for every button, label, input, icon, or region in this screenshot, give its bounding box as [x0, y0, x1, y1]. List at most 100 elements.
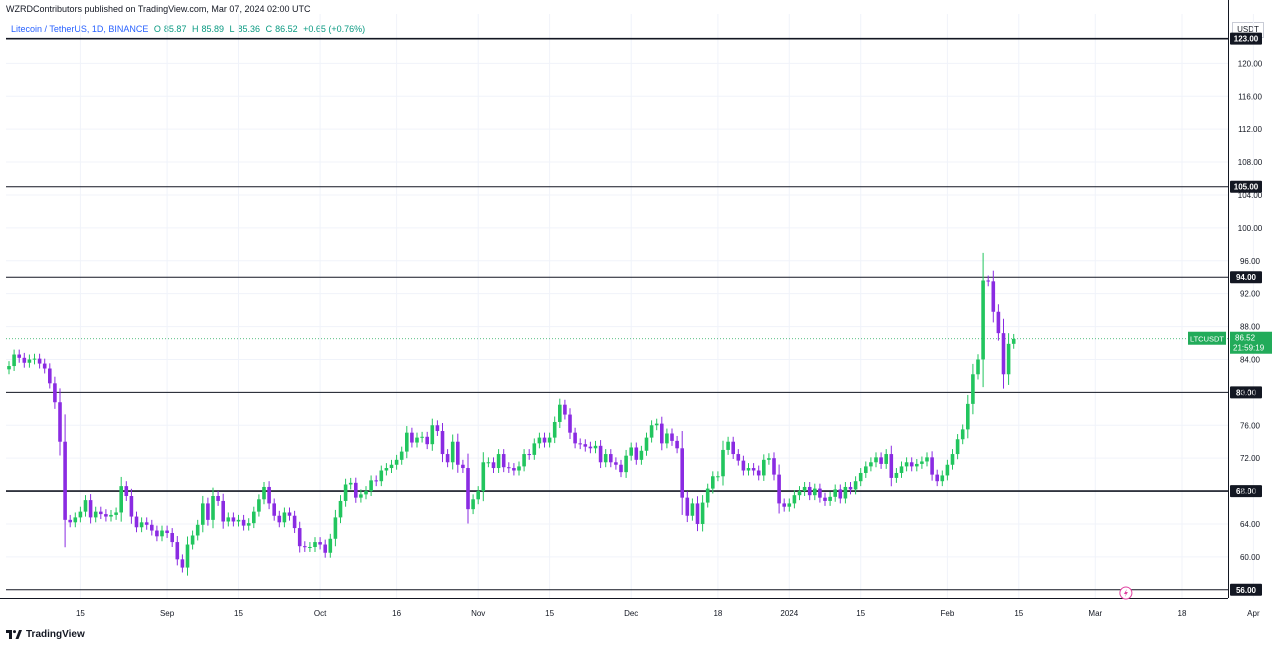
candle-body — [665, 433, 669, 444]
candle-body — [150, 524, 154, 531]
candle-body — [17, 354, 21, 358]
candle-body — [73, 517, 78, 523]
candle-body — [348, 482, 353, 485]
candle-body — [833, 489, 837, 497]
candle-body — [466, 468, 470, 510]
candle-body — [853, 481, 858, 490]
candle-body — [966, 403, 970, 430]
y-tick-label: 100.00 — [1238, 224, 1263, 233]
candle-body — [909, 462, 914, 467]
x-tick-label: 15 — [1014, 609, 1023, 618]
x-tick-label: Apr — [1247, 609, 1260, 618]
candle-body — [1011, 338, 1016, 344]
candle-body — [78, 511, 83, 518]
x-tick-label: 18 — [713, 609, 722, 618]
last-price-label: 86.52 — [1235, 334, 1256, 343]
axis-labels: 60.00 64.00 68.00 72.00 76.00 80.00 84.00 88.00… — [76, 59, 1263, 618]
candle-body — [700, 502, 705, 524]
footer-brand[interactable]: TradingView — [26, 629, 85, 640]
y-tick-label: 84.00 — [1240, 355, 1261, 364]
candle-body — [767, 458, 771, 460]
candle-body — [139, 522, 144, 528]
candle-body — [246, 523, 251, 526]
candle-body — [211, 496, 215, 520]
candle-body — [231, 517, 236, 522]
candle-body — [119, 486, 123, 513]
level-tag — [1230, 271, 1262, 284]
candle-body — [660, 423, 664, 444]
candle-body — [649, 425, 654, 438]
candle-body — [333, 517, 338, 539]
candle-body — [471, 499, 475, 510]
candle-body — [501, 454, 506, 468]
candle-body — [297, 528, 302, 547]
candle-body — [644, 437, 649, 451]
candle-body — [461, 464, 465, 469]
candle-body — [216, 496, 220, 501]
candle-body — [619, 464, 623, 473]
candle-body — [889, 454, 894, 478]
candle-body — [756, 470, 761, 476]
candle-body — [445, 454, 450, 463]
candle-body — [7, 366, 11, 370]
candles — [7, 252, 1016, 576]
candle-body — [114, 512, 118, 515]
x-tick-label: Nov — [471, 609, 485, 618]
candle-body — [537, 437, 542, 444]
y-tick-label: 108.00 — [1238, 158, 1263, 167]
candle-body — [170, 533, 174, 543]
candle-body — [364, 491, 368, 495]
y-tick-label: 76.00 — [1240, 421, 1261, 430]
candle-body — [624, 455, 628, 473]
candle-body — [262, 486, 266, 500]
candle-body — [201, 503, 205, 525]
candle-body — [379, 470, 384, 482]
y-tick-label: 88.00 — [1240, 323, 1261, 332]
tradingview-logo-icon[interactable] — [6, 630, 22, 639]
candle-body — [399, 451, 404, 460]
candle-body — [206, 503, 210, 520]
candle-body — [782, 503, 786, 507]
candle-body — [787, 503, 792, 507]
candle-body — [144, 522, 149, 525]
candle-body — [63, 441, 67, 520]
candle-body — [670, 433, 674, 441]
candle-body — [598, 445, 603, 463]
candle-body — [292, 515, 297, 529]
candle-body — [267, 486, 271, 504]
y-tick-label: 80.00 — [1240, 388, 1261, 397]
candle-body — [981, 280, 985, 360]
candle-body — [802, 486, 807, 492]
level-tag-label: 68.00 — [1236, 487, 1257, 496]
symbol-title[interactable]: Litecoin / TetherUS, 1D, BINANCE — [11, 24, 149, 34]
x-tick-label: Dec — [624, 609, 638, 618]
candle-body — [313, 542, 317, 548]
candle-body — [736, 454, 741, 461]
level-tag — [1230, 32, 1262, 45]
candle-body — [257, 499, 261, 512]
candle-body — [155, 530, 159, 537]
symbol-legend: Litecoin / TetherUS, 1D, BINANCE O 85.87 … — [11, 24, 368, 34]
candle-body — [328, 538, 333, 553]
candle-body — [456, 441, 460, 465]
low-key: L — [229, 24, 235, 34]
candle-body — [552, 421, 557, 438]
candle-body — [869, 462, 873, 467]
candle-body — [741, 460, 746, 471]
lightning-icon[interactable] — [1119, 586, 1133, 600]
candle-body — [1006, 343, 1011, 375]
candle-body — [22, 357, 27, 363]
candle-body — [711, 476, 715, 489]
x-tick-label: Mar — [1088, 609, 1102, 618]
horizontal-levels: 123.00 105.00 94.00 80.00 68.00 56.00 LTCUSDT 8… — [6, 32, 1272, 596]
candle-body — [343, 484, 348, 501]
candle-body — [109, 514, 113, 517]
candle-body — [88, 500, 93, 518]
candle-body — [558, 404, 562, 422]
candle-body — [104, 514, 108, 517]
candle-body — [614, 462, 618, 465]
candle-body — [507, 467, 511, 469]
candle-body — [32, 358, 37, 360]
candle-body — [716, 476, 720, 478]
